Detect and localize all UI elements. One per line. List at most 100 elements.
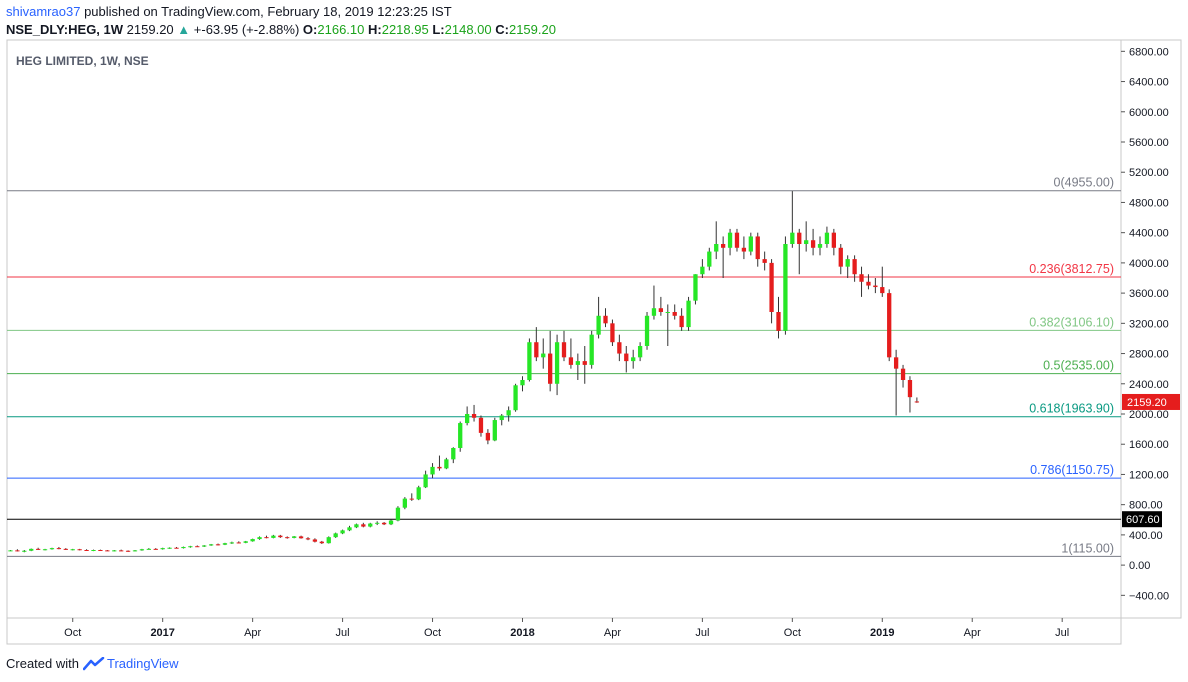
candle-body [98, 550, 103, 551]
candle-body [707, 251, 712, 267]
y-tick-label: 2400.00 [1129, 379, 1169, 391]
tradingview-brand[interactable]: TradingView [82, 656, 179, 671]
candle [513, 383, 518, 412]
candle-body [762, 259, 767, 263]
candle [817, 236, 823, 256]
candle [202, 545, 207, 547]
candle [866, 274, 871, 290]
candle [900, 364, 906, 388]
horizontal-line-badge [1122, 511, 1162, 528]
fib-label: 0.382(3106.10) [1029, 315, 1114, 329]
candle-body [485, 432, 491, 441]
candle-body [907, 380, 913, 398]
chart-title: HEG LIMITED, 1W, NSE [16, 54, 149, 68]
candle-body [35, 548, 41, 550]
candle-body [305, 538, 311, 540]
y-tick-label: 2800.00 [1129, 349, 1169, 361]
candle [907, 376, 913, 413]
candle [887, 289, 892, 362]
candle-body [229, 542, 235, 544]
candle-body [125, 550, 131, 552]
author-link[interactable]: shivamrao37 [6, 4, 81, 19]
candle-body [478, 417, 484, 433]
x-tick-label: Jul [1055, 627, 1069, 639]
time-axis[interactable] [6, 617, 1122, 645]
y-tick-label: 6000.00 [1129, 107, 1169, 119]
y-tick-label: 4800.00 [1129, 197, 1169, 209]
candle [873, 278, 878, 294]
candle-body [49, 548, 55, 550]
candle [340, 529, 345, 535]
candle-body [776, 312, 781, 331]
candle-body [195, 546, 200, 548]
candle [42, 548, 48, 551]
candle-body [624, 353, 629, 362]
candle [278, 534, 283, 538]
y-tick-label: 3200.00 [1129, 318, 1169, 330]
candle-body [292, 536, 297, 538]
candle [624, 346, 629, 373]
fib-levels: 0(4955.00) 0.236(3812.75) 0.382(3106.10) 0.… [7, 176, 1121, 557]
candle [727, 228, 733, 256]
x-tick-label: Oct [64, 627, 81, 639]
candle [423, 470, 428, 489]
candle [264, 535, 269, 539]
y-tick-label: 6400.00 [1129, 77, 1169, 89]
candle [790, 191, 795, 248]
candle-body [188, 546, 193, 548]
candle-body [679, 315, 684, 328]
candle [15, 549, 20, 552]
y-tick-label: 800.00 [1129, 500, 1163, 512]
candle [222, 542, 228, 546]
candle-body [56, 548, 62, 550]
candle-body [506, 410, 511, 416]
candle-body [548, 353, 553, 384]
candle-body [554, 342, 560, 384]
candle-body [603, 315, 608, 324]
candle [361, 522, 366, 528]
plot-area[interactable] [6, 39, 1122, 619]
candle [582, 346, 587, 384]
candle-body [416, 487, 421, 500]
candle [444, 457, 449, 470]
candle [714, 221, 719, 260]
candle [430, 463, 435, 479]
candle-body [423, 474, 428, 488]
candles [8, 191, 920, 553]
candle [305, 537, 311, 541]
candle [22, 550, 27, 553]
y-axis-ticks: −400.00 0.00 400.00 800.00 1200.00 1600.00 200… [1121, 46, 1169, 602]
candle-body [541, 353, 546, 358]
candle [257, 536, 262, 540]
candle [395, 506, 401, 522]
candle [243, 540, 248, 544]
x-tick-label: 2019 [870, 627, 894, 639]
candle [250, 538, 255, 542]
fib-label: 0(4955.00) [1054, 176, 1114, 190]
candle-body [430, 466, 435, 475]
candle [388, 519, 394, 526]
candle-body [720, 244, 726, 248]
high-value: 2218.95 [381, 22, 429, 37]
candle-body [77, 549, 82, 551]
symbol-label: NSE_DLY:HEG, 1W [6, 22, 124, 37]
candle-body [658, 308, 664, 312]
candle-body [153, 548, 158, 550]
candle [8, 550, 13, 552]
candle-body [637, 346, 643, 358]
candle-body [631, 357, 636, 362]
candle-body [817, 244, 823, 248]
candle [720, 236, 726, 278]
candle-body [492, 420, 497, 441]
candle [292, 536, 297, 539]
candle [174, 546, 179, 549]
candle [29, 548, 34, 552]
candle-body [755, 236, 760, 260]
close-label: C: [495, 22, 509, 37]
candle [91, 549, 96, 552]
candle [112, 550, 117, 552]
candle [686, 296, 691, 331]
candle-body [139, 549, 145, 551]
last-price: 2159.20 [126, 22, 174, 37]
